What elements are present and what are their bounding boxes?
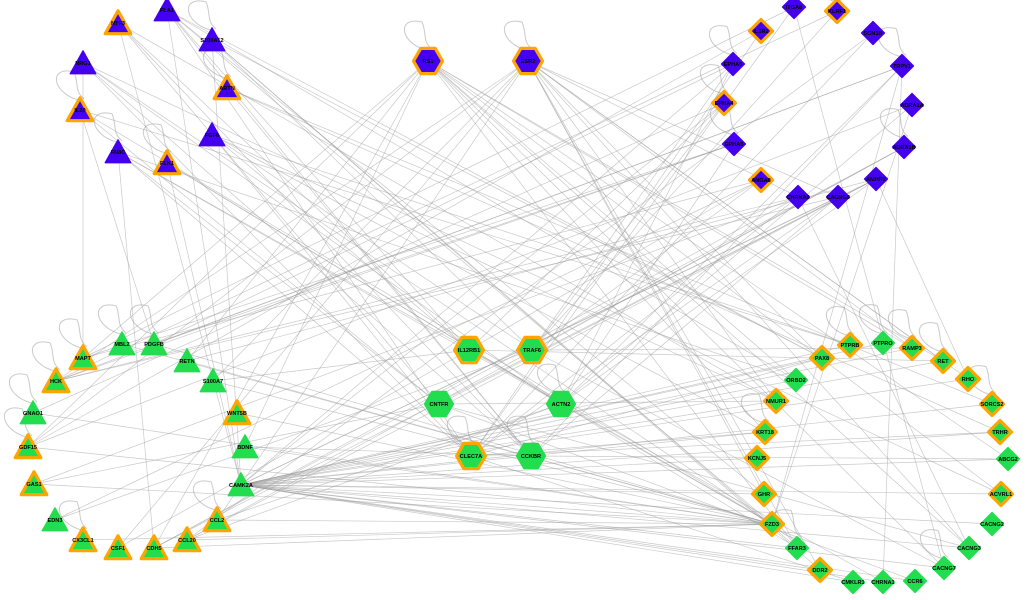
svg-text:NMUR1: NMUR1: [766, 399, 786, 405]
svg-text:CLEC7A: CLEC7A: [460, 454, 482, 460]
svg-text:FLK1: FLK1: [160, 161, 174, 167]
svg-text:PTPRO: PTPRO: [873, 341, 893, 347]
svg-text:RHO: RHO: [962, 377, 975, 383]
svg-text:ACVRL1: ACVRL1: [990, 492, 1012, 498]
svg-text:ESR2: ESR2: [521, 59, 536, 65]
svg-text:S100A7: S100A7: [203, 379, 223, 385]
svg-text:ITGA8: ITGA8: [786, 5, 802, 11]
svg-text:DDR2: DDR2: [812, 568, 827, 574]
svg-text:PDGFB: PDGFB: [144, 342, 164, 348]
svg-text:CACNG7: CACNG7: [932, 566, 956, 572]
svg-text:GNAO1: GNAO1: [23, 411, 43, 417]
svg-text:NTF3: NTF3: [111, 21, 125, 27]
svg-text:CHRNA5: CHRNA5: [786, 195, 809, 201]
svg-text:ANGA8: ANGA8: [751, 178, 771, 184]
svg-text:SORCS2: SORCS2: [980, 402, 1003, 408]
svg-text:EPHA5: EPHA5: [724, 62, 743, 68]
svg-text:CACNG2: CACNG2: [980, 522, 1004, 528]
svg-text:FLA1: FLA1: [160, 8, 174, 14]
svg-text:CAMK2A: CAMK2A: [229, 483, 253, 489]
svg-text:HCK: HCK: [50, 379, 62, 385]
svg-text:ORBD2: ORBD2: [786, 378, 806, 384]
svg-text:WNT5B: WNT5B: [227, 411, 247, 417]
svg-text:IL20: IL20: [74, 108, 85, 114]
svg-text:FN8C: FN8C: [111, 150, 126, 156]
svg-text:KCNJ5: KCNJ5: [748, 456, 766, 462]
svg-text:CCKBR: CCKBR: [521, 454, 541, 460]
svg-text:IL1R2: IL1R2: [753, 29, 768, 35]
svg-text:S100A12: S100A12: [200, 38, 223, 44]
svg-text:FZD3: FZD3: [765, 522, 779, 528]
svg-text:CSF1: CSF1: [111, 546, 125, 552]
svg-text:ARTN: ARTN: [219, 86, 235, 92]
svg-text:GDF15: GDF15: [19, 445, 37, 451]
svg-text:NRG1: NRG1: [75, 61, 91, 67]
svg-text:CCR6: CCR6: [907, 579, 922, 585]
svg-text:SCN3B: SCN3B: [864, 31, 883, 37]
svg-text:GHR: GHR: [758, 492, 770, 498]
svg-text:CCL2: CCL2: [210, 518, 225, 524]
svg-text:RS1: RS1: [423, 59, 434, 65]
svg-text:CMKLR1: CMKLR1: [841, 580, 864, 586]
svg-text:CHRNA1: CHRNA1: [871, 580, 894, 586]
svg-text:CACNG3: CACNG3: [957, 546, 981, 552]
svg-text:MBL2: MBL2: [114, 342, 129, 348]
svg-text:EPHA3: EPHA3: [725, 142, 744, 148]
svg-text:PAX8: PAX8: [815, 356, 829, 362]
svg-text:FGF6: FGF6: [205, 133, 219, 139]
svg-text:RET: RET: [937, 359, 949, 365]
svg-text:CCL20: CCL20: [178, 538, 196, 544]
svg-text:TRPV1: TRPV1: [893, 64, 911, 70]
svg-text:BDNF: BDNF: [237, 445, 253, 451]
svg-text:AMHR2: AMHR2: [866, 177, 886, 183]
svg-text:CACNG5: CACNG5: [826, 195, 850, 201]
svg-text:IL12RB1: IL12RB1: [458, 348, 480, 354]
svg-text:KRT18: KRT18: [756, 430, 774, 436]
svg-text:RAMP3: RAMP3: [902, 346, 922, 352]
svg-text:CNTFR: CNTFR: [430, 402, 449, 408]
svg-text:RETN: RETN: [179, 359, 194, 365]
svg-text:EDN3: EDN3: [48, 518, 63, 524]
svg-text:MAPT: MAPT: [75, 356, 91, 362]
svg-text:CDH5: CDH5: [146, 546, 161, 552]
svg-text:TRHR: TRHR: [992, 430, 1008, 436]
svg-text:ADRA1A: ADRA1A: [900, 103, 923, 109]
svg-text:KLRF1: KLRF1: [828, 9, 846, 15]
svg-text:PTPRB: PTPRB: [841, 343, 860, 349]
svg-text:GAS1: GAS1: [26, 482, 41, 488]
svg-text:EPHA4: EPHA4: [715, 101, 735, 107]
svg-text:FFAR3: FFAR3: [788, 546, 806, 552]
svg-text:ACTN2: ACTN2: [552, 402, 571, 408]
svg-text:TRAF6: TRAF6: [523, 348, 541, 354]
svg-text:ADRA1B: ADRA1B: [892, 145, 915, 151]
svg-text:ABCG2: ABCG2: [998, 457, 1018, 463]
svg-text:CX3CL1: CX3CL1: [72, 538, 93, 544]
